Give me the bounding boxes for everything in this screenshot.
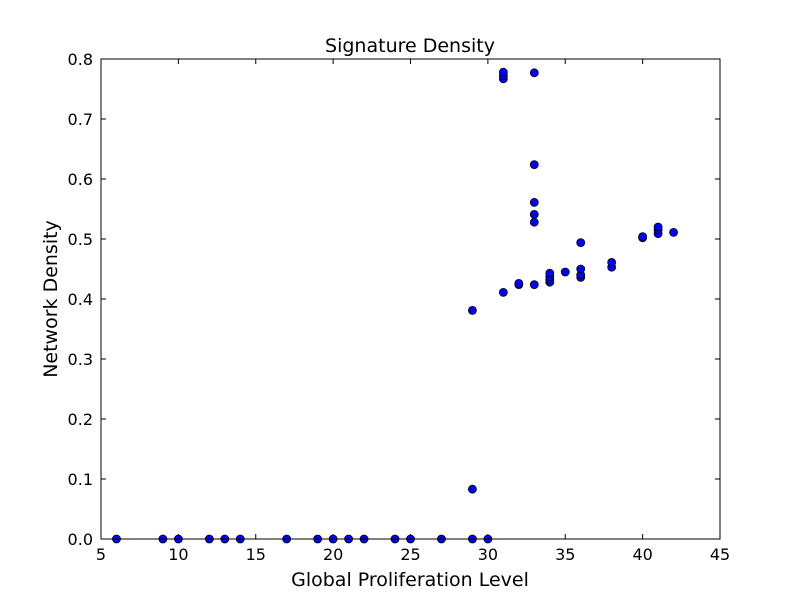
data-point	[529, 68, 539, 78]
y-tick-label: 0.4	[68, 290, 93, 309]
data-point	[467, 305, 477, 315]
data-point	[576, 238, 586, 248]
data-point	[514, 278, 524, 288]
y-axis-label: Network Density	[40, 220, 62, 378]
data-point	[498, 287, 508, 297]
data-point	[638, 232, 648, 242]
chart-title: Signature Density	[325, 35, 495, 57]
data-point	[529, 160, 539, 170]
data-point	[529, 209, 539, 219]
y-tick-label: 0.5	[68, 230, 93, 249]
y-axis: 0.0 0.1 0.2 0.3 0.4 0.5 0.6 0.7 0.8	[68, 50, 720, 549]
x-tick-label: 20	[323, 545, 343, 564]
x-tick-label: 15	[246, 545, 266, 564]
y-tick-label: 0.2	[68, 410, 93, 429]
y-tick-label: 0.6	[68, 170, 93, 189]
plot-frame	[100, 58, 721, 540]
data-point	[529, 197, 539, 207]
data-point	[529, 280, 539, 290]
x-axis: 5 10 15 20 25 30 35 40 45	[96, 59, 730, 564]
data-point	[607, 257, 617, 267]
x-tick-label: 35	[555, 545, 575, 564]
data-point	[653, 222, 663, 232]
y-tick-label: 0.3	[68, 350, 93, 369]
data-point	[467, 484, 477, 494]
x-tick-label: 45	[710, 545, 730, 564]
y-tick-label: 0.1	[68, 470, 93, 489]
x-tick-label: 5	[96, 545, 106, 564]
x-tick-label: 10	[168, 545, 188, 564]
x-tick-label: 25	[400, 545, 420, 564]
data-point	[576, 264, 586, 274]
data-points	[112, 67, 678, 544]
x-axis-label: Global Proliferation Level	[291, 569, 529, 591]
y-tick-label: 0.0	[68, 530, 93, 549]
y-tick-label: 0.7	[68, 110, 93, 129]
data-point	[560, 267, 570, 277]
data-point	[529, 217, 539, 227]
x-tick-label: 40	[632, 545, 652, 564]
data-point	[498, 67, 508, 77]
x-tick-label: 30	[478, 545, 498, 564]
y-tick-label: 0.8	[68, 50, 93, 69]
data-point	[669, 227, 678, 237]
data-point	[545, 268, 555, 278]
